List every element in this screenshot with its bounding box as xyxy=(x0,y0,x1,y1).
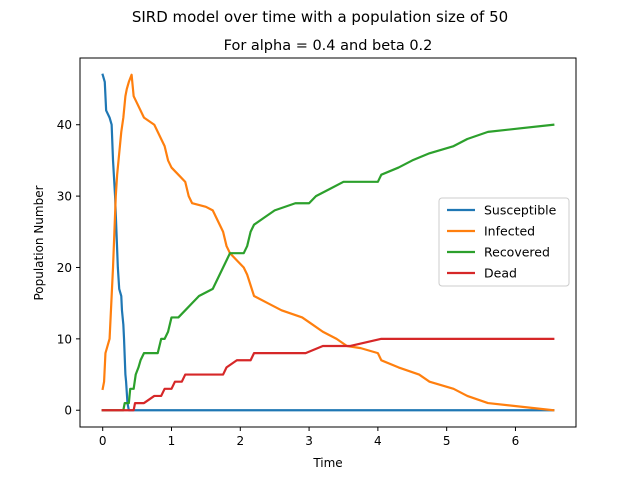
axes-layer: 0 1 2 3 4 5 6 0 10 20 30 40 xyxy=(57,57,577,448)
chart-title: For alpha = 0.4 and beta 0.2 xyxy=(224,38,433,54)
series-line-infected xyxy=(101,73,555,412)
legend-label-recovered: Recovered xyxy=(484,245,550,260)
axes-frame xyxy=(79,57,577,428)
x-tick-label: 2 xyxy=(236,434,244,448)
series-line-recovered xyxy=(101,123,555,412)
series-layer xyxy=(101,73,555,412)
x-tick-label: 3 xyxy=(305,434,313,448)
legend-label-dead: Dead xyxy=(484,266,517,281)
x-axis-label: Time xyxy=(312,456,342,470)
legend-label-susceptible: Susceptible xyxy=(484,203,557,218)
x-tick-label: 4 xyxy=(374,434,382,448)
series-line-susceptible xyxy=(101,73,555,412)
x-tick-label: 6 xyxy=(512,434,520,448)
legend-label-infected: Infected xyxy=(484,224,535,239)
y-tick-label: 0 xyxy=(64,404,72,418)
y-tick-label: 10 xyxy=(57,332,72,346)
y-tick-label: 30 xyxy=(57,190,72,204)
y-tick-label: 40 xyxy=(57,118,72,132)
y-axis-label: Population Number xyxy=(32,185,46,300)
x-tick-label: 0 xyxy=(99,434,107,448)
legend-box xyxy=(438,197,570,287)
x-tick-label: 5 xyxy=(443,434,451,448)
chart-suptitle: SIRD model over time with a population s… xyxy=(132,8,508,26)
y-tick-label: 20 xyxy=(57,261,72,275)
legend: Susceptible Infected Recovered Dead xyxy=(438,197,570,287)
x-tick-label: 1 xyxy=(168,434,176,448)
series-line-dead xyxy=(101,337,555,412)
